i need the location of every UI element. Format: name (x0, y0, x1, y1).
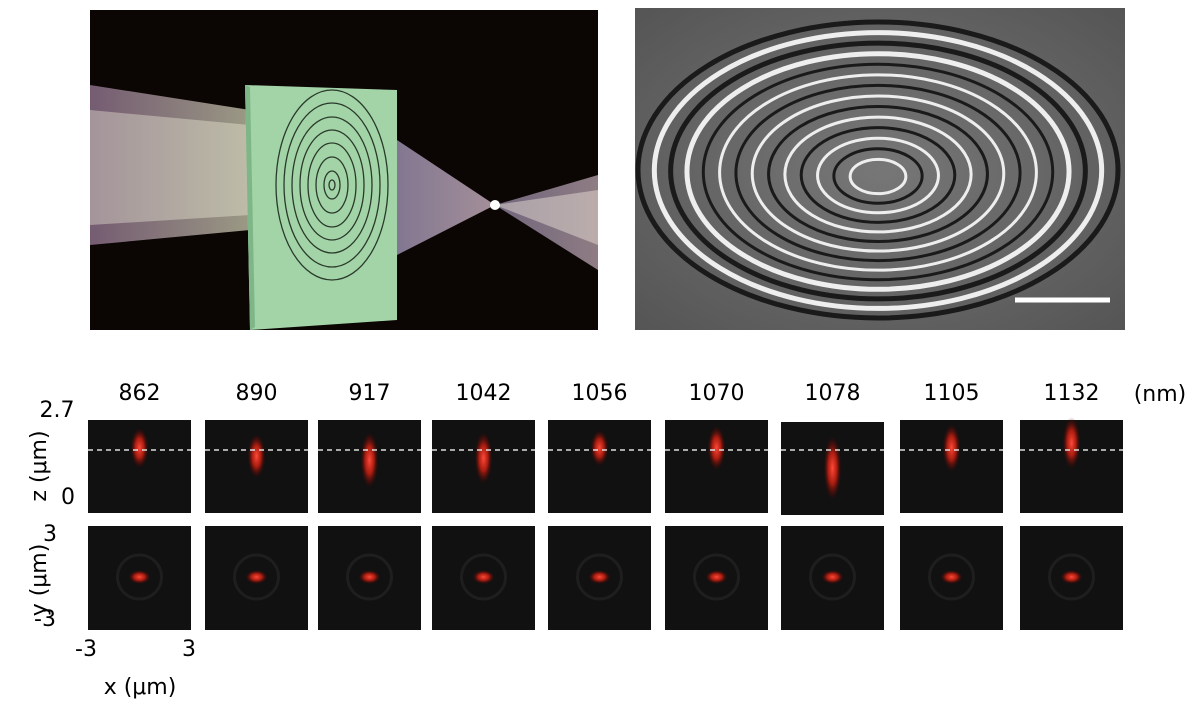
xy-focus (589, 570, 611, 584)
wavelength-label: 890 (236, 381, 278, 406)
xz-focus (708, 426, 726, 470)
z-top-label: 2.7 (40, 398, 75, 423)
y-axis-label: y (μm) (27, 544, 52, 617)
xy-focus (706, 570, 728, 584)
wavelength-label: 1042 (456, 381, 512, 406)
wavelength-label: 1132 (1044, 381, 1100, 406)
z-bottom-label: 0 (61, 485, 75, 510)
x-right-label: 3 (182, 637, 196, 662)
xz-focus (248, 434, 266, 478)
xz-focus (824, 436, 842, 500)
xy-focus (822, 570, 844, 584)
xy-focus (941, 570, 963, 584)
y-top-label: 3 (43, 522, 57, 547)
x-axis-label: x (μm) (104, 675, 177, 700)
wavelength-label: 917 (349, 381, 391, 406)
xz-focus (591, 430, 609, 466)
lens-illustration (90, 10, 598, 330)
z-axis-label: z (μm) (27, 430, 52, 501)
xz-focus (131, 428, 149, 468)
wavelength-label: 1070 (689, 381, 745, 406)
xz-focus (361, 432, 379, 488)
xz-focus (943, 424, 961, 472)
figure: (nm) 2.7 0 z (μm) 3 -3 y (μm) -3 3 x (μm… (0, 0, 1202, 704)
xy-focus (246, 570, 268, 584)
xy-focus (473, 570, 495, 584)
xy-focus (1061, 570, 1083, 584)
unit-label: (nm) (1134, 382, 1187, 407)
wavelength-label: 1078 (805, 381, 861, 406)
wavelength-label: 1105 (924, 381, 980, 406)
wavelength-label: 1056 (572, 381, 628, 406)
sem-image (635, 8, 1125, 330)
x-left-label: -3 (75, 637, 97, 662)
wavelength-label: 862 (119, 381, 161, 406)
xz-focus (1063, 417, 1081, 469)
xz-focus (475, 432, 493, 484)
page: (nm) 2.7 0 z (μm) 3 -3 y (μm) -3 3 x (μm… (0, 0, 1202, 708)
xy-focus (129, 570, 151, 584)
xy-focus (359, 570, 381, 584)
